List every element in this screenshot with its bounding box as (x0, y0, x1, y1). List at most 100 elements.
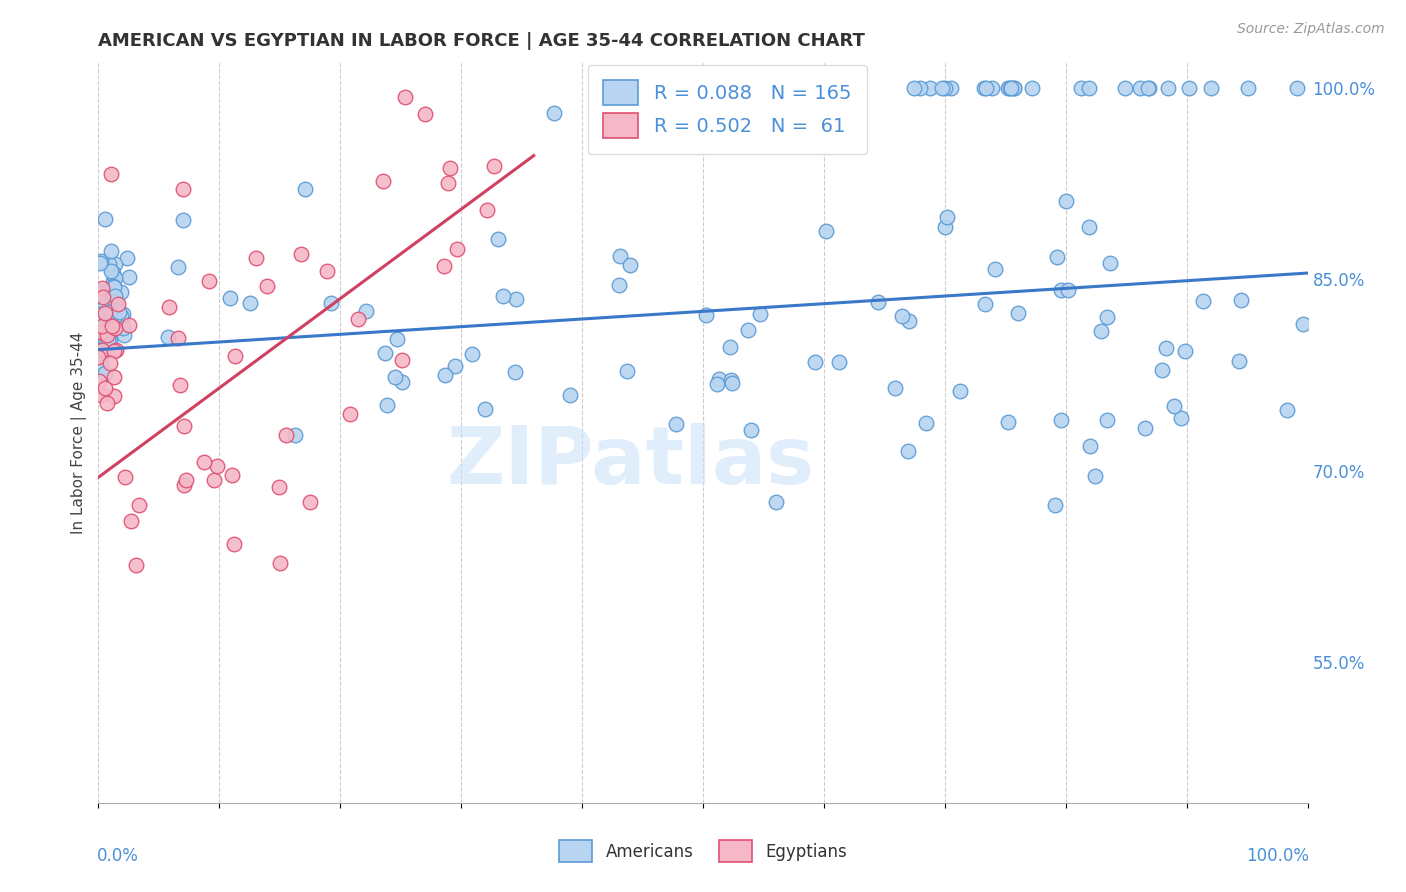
Point (104, 289, 127, 303)
Point (974, 81, 997, 95)
Point (98, 334, 121, 348)
Point (112, 321, 135, 335)
Point (269, 557, 291, 571)
Point (720, 373, 742, 387)
Point (718, 340, 741, 354)
Point (461, 347, 484, 361)
Point (616, 364, 638, 378)
Point (1230, 293, 1253, 307)
Point (354, 304, 377, 318)
Point (100, 311, 122, 326)
Point (157, 301, 180, 315)
Point (1227, 353, 1250, 368)
Point (105, 309, 128, 323)
Point (110, 309, 132, 323)
Point (98, 356, 121, 370)
Point (167, 260, 190, 275)
Point (239, 296, 262, 310)
Point (765, 495, 787, 509)
Point (413, 107, 436, 121)
Point (98, 309, 121, 323)
Point (394, 90, 416, 104)
Point (1050, 283, 1073, 297)
Point (315, 264, 337, 278)
Point (93, 366, 115, 380)
Point (1078, 439, 1101, 453)
Point (104, 270, 127, 285)
Point (474, 402, 496, 417)
Point (371, 174, 394, 188)
Point (89, 307, 111, 321)
Point (94, 306, 117, 320)
Point (112, 307, 135, 321)
Point (828, 355, 851, 369)
Point (94, 334, 117, 349)
Point (1077, 81, 1099, 95)
Point (105, 303, 128, 318)
Point (90, 253, 112, 268)
Point (290, 247, 312, 261)
Point (173, 478, 195, 492)
Point (91, 290, 114, 304)
Point (96, 343, 118, 358)
Point (804, 355, 827, 369)
Point (90, 388, 112, 402)
Point (269, 480, 291, 494)
Point (104, 257, 127, 271)
Point (1170, 411, 1192, 425)
Point (884, 381, 907, 395)
Point (103, 370, 125, 384)
Point (256, 278, 278, 293)
Point (221, 467, 243, 482)
Point (914, 416, 936, 430)
Text: 0.0%: 0.0% (97, 847, 139, 865)
Point (103, 344, 125, 359)
Point (103, 279, 125, 293)
Point (89, 256, 111, 270)
Point (1129, 81, 1152, 95)
Point (321, 295, 343, 310)
Point (90, 360, 112, 375)
Point (433, 368, 456, 383)
Point (482, 159, 505, 173)
Point (90, 299, 112, 313)
Point (89, 285, 111, 299)
Point (939, 81, 962, 95)
Point (197, 274, 219, 288)
Point (505, 365, 527, 379)
Point (96, 327, 118, 342)
Point (118, 270, 141, 285)
Text: AMERICAN VS EGYPTIAN IN LABOR FORCE | AGE 35-44 CORRELATION CHART: AMERICAN VS EGYPTIAN IN LABOR FORCE | AG… (98, 32, 865, 50)
Point (998, 81, 1021, 95)
Point (100, 167, 122, 181)
Point (172, 181, 194, 195)
Point (1056, 283, 1078, 297)
Point (93, 318, 115, 332)
Point (1021, 81, 1043, 95)
Point (1114, 81, 1136, 95)
Point (374, 346, 396, 360)
Legend: Americans, Egyptians: Americans, Egyptians (553, 834, 853, 869)
Text: 100.0%: 100.0% (1246, 847, 1309, 865)
Point (103, 311, 125, 326)
Point (737, 323, 759, 337)
Point (347, 312, 370, 326)
Point (90, 281, 112, 295)
Point (934, 81, 956, 95)
Point (1174, 344, 1197, 359)
Point (97, 308, 120, 322)
Point (90, 333, 112, 347)
Point (437, 176, 460, 190)
Point (157, 330, 180, 344)
Point (609, 249, 631, 263)
Point (96, 322, 118, 336)
Point (1133, 421, 1156, 435)
Point (97, 257, 120, 271)
Point (1043, 499, 1066, 513)
Point (1090, 324, 1112, 338)
Point (1000, 81, 1022, 95)
Point (706, 377, 728, 392)
Point (934, 219, 956, 234)
Point (1054, 194, 1077, 208)
Point (997, 415, 1019, 429)
